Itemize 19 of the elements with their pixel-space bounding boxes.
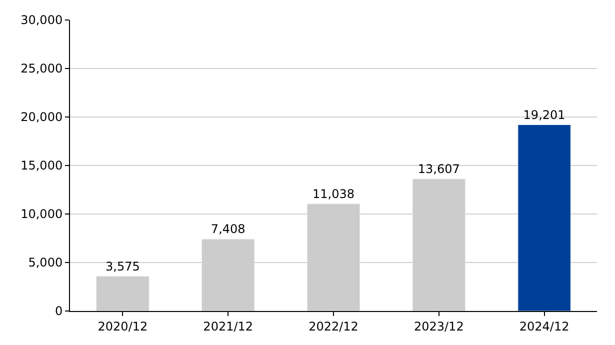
y-tick-label: 25,000 (20, 62, 63, 76)
bar (96, 276, 150, 311)
y-tick-label: 30,000 (20, 13, 63, 28)
data-label: 13,607 (418, 162, 460, 176)
x-tick-label: 2021/12 (203, 319, 254, 334)
x-tick-label: 2020/12 (98, 319, 148, 334)
data-label: 11,038 (312, 186, 354, 201)
bar (518, 124, 571, 311)
data-label: 19,201 (523, 108, 566, 122)
y-tick-label: 10,000 (20, 207, 63, 222)
y-tick-label: 0 (54, 304, 63, 318)
data-label: 7,408 (210, 222, 246, 236)
x-tick-label: 2024/12 (519, 319, 570, 334)
x-tick-label: 2022/12 (308, 319, 358, 334)
y-tick-label: 20,000 (20, 110, 63, 124)
y-tick-label: 5,000 (28, 256, 63, 270)
x-tick-label: 2023/12 (414, 319, 464, 334)
data-label: 3,575 (106, 259, 140, 274)
y-tick-label: 15,000 (20, 158, 63, 173)
